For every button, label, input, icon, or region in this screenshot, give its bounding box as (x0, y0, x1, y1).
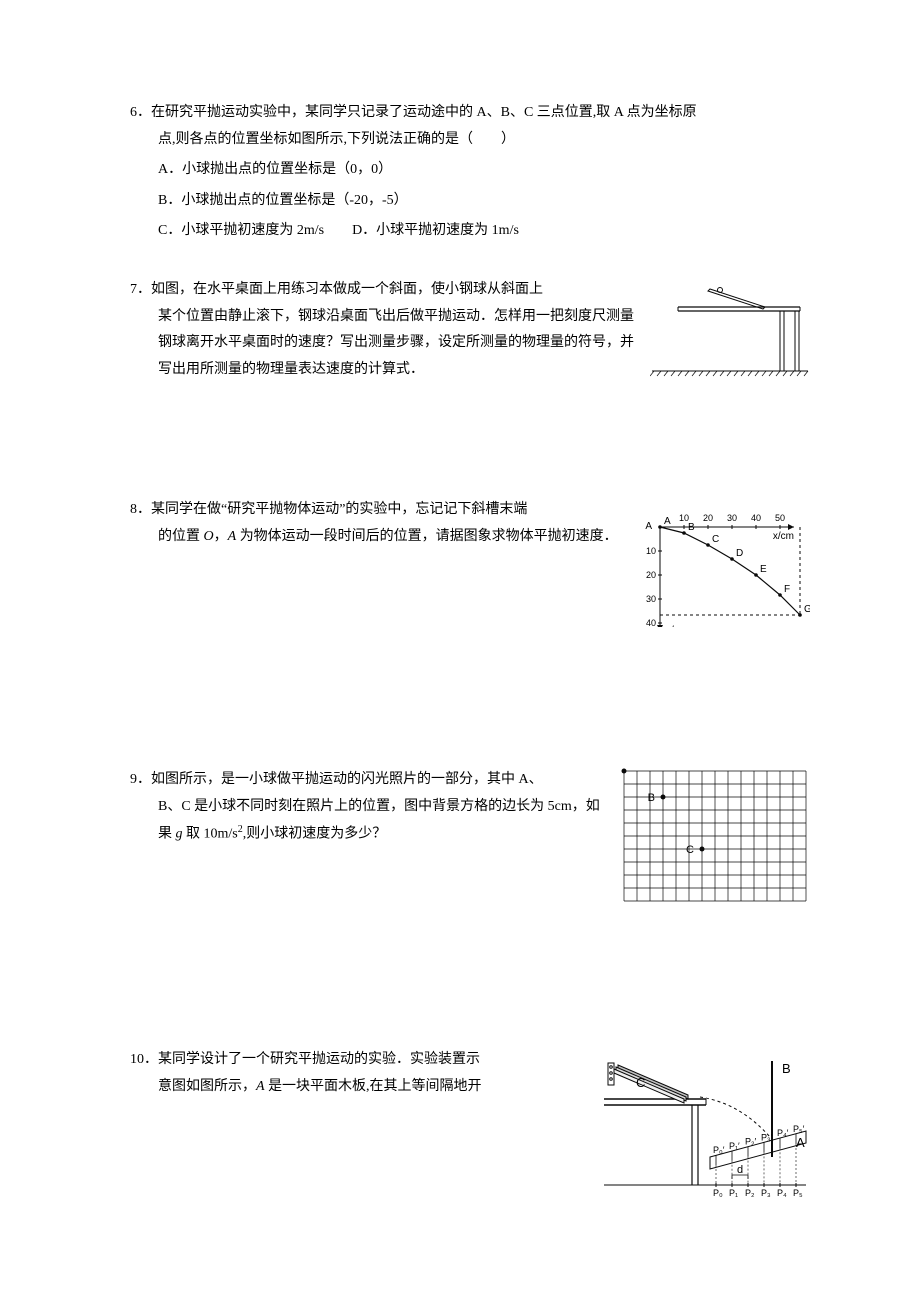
svg-text:50: 50 (775, 513, 785, 523)
svg-text:P₄: P₄ (777, 1188, 787, 1197)
svg-text:20: 20 (703, 513, 713, 523)
q6-num: 6． (130, 105, 151, 120)
q7-text1: 如图，在水平桌面上用练习本做成一个斜面，使小钢球从斜面上 (151, 282, 543, 297)
svg-text:C: C (636, 1075, 645, 1090)
svg-text:d: d (737, 1164, 743, 1176)
question-10: C B A P₀′ P₁′ P₂′ P₃′ P₄′ P₅′ P₀ P₁ P₂ P₃ P₄ P₅ d 10．某同… (130, 1047, 810, 1205)
svg-text:P₅′: P₅′ (793, 1124, 805, 1134)
svg-text:30: 30 (646, 594, 656, 604)
q6-stem-line2: 点,则各点的位置坐标如图所示,下列说法正确的是（ ） (130, 127, 810, 154)
svg-text:P₃′: P₃′ (761, 1132, 773, 1142)
svg-text:x/cm: x/cm (773, 531, 794, 542)
svg-text:B: B (648, 792, 655, 804)
q7-num: 7． (130, 282, 151, 297)
svg-text:B: B (688, 522, 695, 533)
q9-num: 9． (130, 772, 151, 787)
q8-figure: 1020304050x/cm10203040y/cmABCDEFGA (630, 497, 810, 627)
question-8: 1020304050x/cm10203040y/cmABCDEFGA 8．某同学… (130, 497, 810, 635)
svg-text:40: 40 (751, 513, 761, 523)
svg-text:E: E (760, 564, 767, 575)
svg-text:A: A (664, 516, 671, 527)
svg-text:C: C (712, 534, 719, 545)
svg-text:P₀′: P₀′ (713, 1145, 725, 1155)
svg-text:A: A (645, 521, 652, 532)
svg-text:P₃: P₃ (761, 1188, 771, 1197)
svg-text:P₅: P₅ (793, 1188, 803, 1197)
svg-text:P₄′: P₄′ (777, 1128, 789, 1138)
q10-figure: C B A P₀′ P₁′ P₂′ P₃′ P₄′ P₅′ P₀ P₁ P₂ P₃ P₄ P₅ d (600, 1047, 810, 1197)
question-7: 7．如图，在水平桌面上用练习本做成一个斜面，使小钢球从斜面上 某个位置由静止滚下… (130, 277, 810, 385)
q9-text1: 如图所示，是一小球做平抛运动的闪光照片的一部分，其中 A、 (151, 772, 543, 787)
q10-text1: 某同学设计了一个研究平抛运动的实验．实验装置示 (158, 1052, 480, 1067)
svg-text:30: 30 (727, 513, 737, 523)
svg-text:40: 40 (646, 618, 656, 627)
svg-text:P₀: P₀ (713, 1188, 723, 1197)
svg-text:B: B (782, 1061, 791, 1076)
q6-options: A．小球抛出点的位置坐标是（0，0） B．小球抛出点的位置坐标是（-20，-5）… (130, 157, 810, 245)
svg-text:F: F (784, 584, 790, 595)
svg-text:20: 20 (646, 570, 656, 580)
svg-text:D: D (736, 548, 743, 559)
q9-figure: ABC (620, 767, 810, 907)
q7-figure (650, 277, 810, 377)
q8-text1: 某同学在做“研究平抛物体运动”的实验中，忘记记下斜槽末端 (151, 502, 527, 517)
svg-text:P₁′: P₁′ (729, 1141, 740, 1151)
question-9: ABC 9．如图所示，是一小球做平抛运动的闪光照片的一部分，其中 A、 B、C … (130, 767, 810, 915)
q8-num: 8． (130, 502, 151, 517)
question-6: 6．在研究平抛运动实验中，某同学只记录了运动途中的 A、B、C 三点位置,取 A… (130, 100, 810, 245)
q6-opt-b: B．小球抛出点的位置坐标是（-20，-5） (158, 188, 810, 215)
svg-text:P₁: P₁ (729, 1188, 738, 1197)
svg-text:G: G (804, 604, 810, 615)
svg-text:y/cm: y/cm (666, 625, 687, 627)
svg-text:P₂′: P₂′ (745, 1137, 756, 1147)
svg-text:10: 10 (646, 546, 656, 556)
q6-text1: 在研究平抛运动实验中，某同学只记录了运动途中的 A、B、C 三点位置,取 A 点… (151, 105, 697, 120)
svg-text:C: C (686, 844, 694, 856)
svg-text:A: A (796, 1135, 805, 1150)
q6-stem-line1: 6．在研究平抛运动实验中，某同学只记录了运动途中的 A、B、C 三点位置,取 A… (130, 100, 810, 127)
svg-text:P₂: P₂ (745, 1188, 755, 1197)
q10-num: 10． (130, 1052, 158, 1067)
q6-opt-cd: C．小球平抛初速度为 2m/s D．小球平抛初速度为 1m/s (158, 218, 810, 245)
q6-opt-a: A．小球抛出点的位置坐标是（0，0） (158, 157, 810, 184)
